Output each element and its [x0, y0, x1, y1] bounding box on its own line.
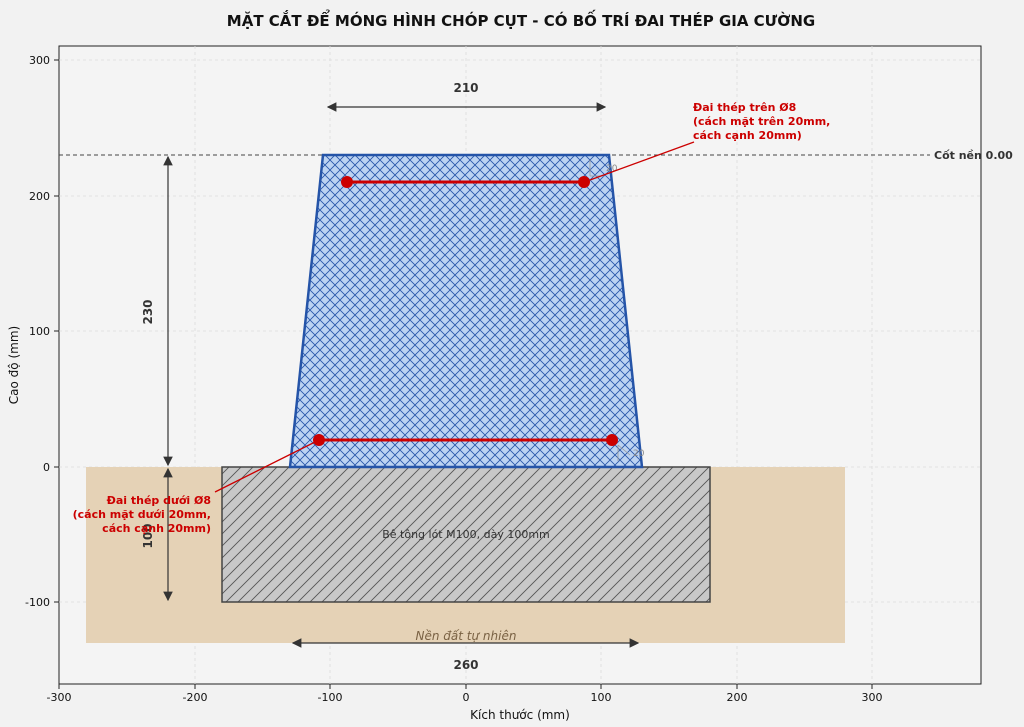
- x-tick-label: -100: [318, 691, 343, 704]
- x-tick-label: 300: [862, 691, 883, 704]
- bottom-bar-annotation-line2: (cách mặt dưới 20mm,: [73, 508, 211, 521]
- x-tick-label: -200: [183, 691, 208, 704]
- top-width-label: 210: [453, 81, 478, 95]
- lean-thickness-label: 100: [141, 523, 155, 548]
- tick-marks: [54, 59, 873, 689]
- ground-label: Nền đất tự nhiên: [416, 629, 517, 643]
- top-bar-leader: [589, 141, 695, 181]
- x-tick-label: -300: [47, 691, 72, 704]
- x-tick-label: 0: [463, 691, 470, 704]
- top-bar-annotation-line2: (cách mặt trên 20mm,: [693, 115, 830, 128]
- top-offset-mark: 20: [606, 164, 618, 174]
- y-tick-label: 300: [29, 54, 50, 67]
- chart-title: MẶT CẮT ĐỂ MÓNG HÌNH CHÓP CỤT - CÓ BỐ TR…: [227, 8, 815, 30]
- x-axis-label: Kích thước (mm): [470, 708, 570, 722]
- y-axis-label: Cao độ (mm): [7, 326, 21, 404]
- x-tick-label: 200: [727, 691, 748, 704]
- y-tick-label: -100: [25, 596, 50, 609]
- y-tick-label: 200: [29, 190, 50, 203]
- top-bar-annotation: Đai thép trên Ø8 (cách mặt trên 20mm, cá…: [693, 101, 830, 142]
- bottom-bar-leader: [214, 441, 316, 493]
- bottom-bar-annotation-line1: Đai thép dưới Ø8: [107, 494, 211, 507]
- reference-level-label: Cốt nền 0.00: [934, 149, 1013, 162]
- height-label: 230: [141, 299, 155, 324]
- y-tick-label: 0: [43, 461, 50, 474]
- bottom-offset-mark: 20: [633, 449, 645, 459]
- truncated-pyramid-footing: [288, 153, 644, 469]
- lean-concrete-layer: [221, 466, 711, 603]
- top-steel-bar: [341, 176, 590, 188]
- top-bar-annotation-line1: Đai thép trên Ø8: [693, 101, 796, 114]
- bottom-width-label: 260: [453, 658, 478, 672]
- bottom-steel-bar: [313, 434, 618, 446]
- bottom-bar-annotation: Đai thép dưới Ø8 (cách mặt dưới 20mm, cá…: [73, 494, 211, 535]
- x-tick-label: 100: [591, 691, 612, 704]
- bottom-bar-annotation-line3: cách cạnh 20mm): [102, 522, 211, 535]
- y-tick-label: 100: [29, 325, 50, 338]
- top-bar-annotation-line3: cách cạnh 20mm): [693, 129, 802, 142]
- lean-concrete-label: Bê tông lót M100, dày 100mm: [382, 528, 550, 541]
